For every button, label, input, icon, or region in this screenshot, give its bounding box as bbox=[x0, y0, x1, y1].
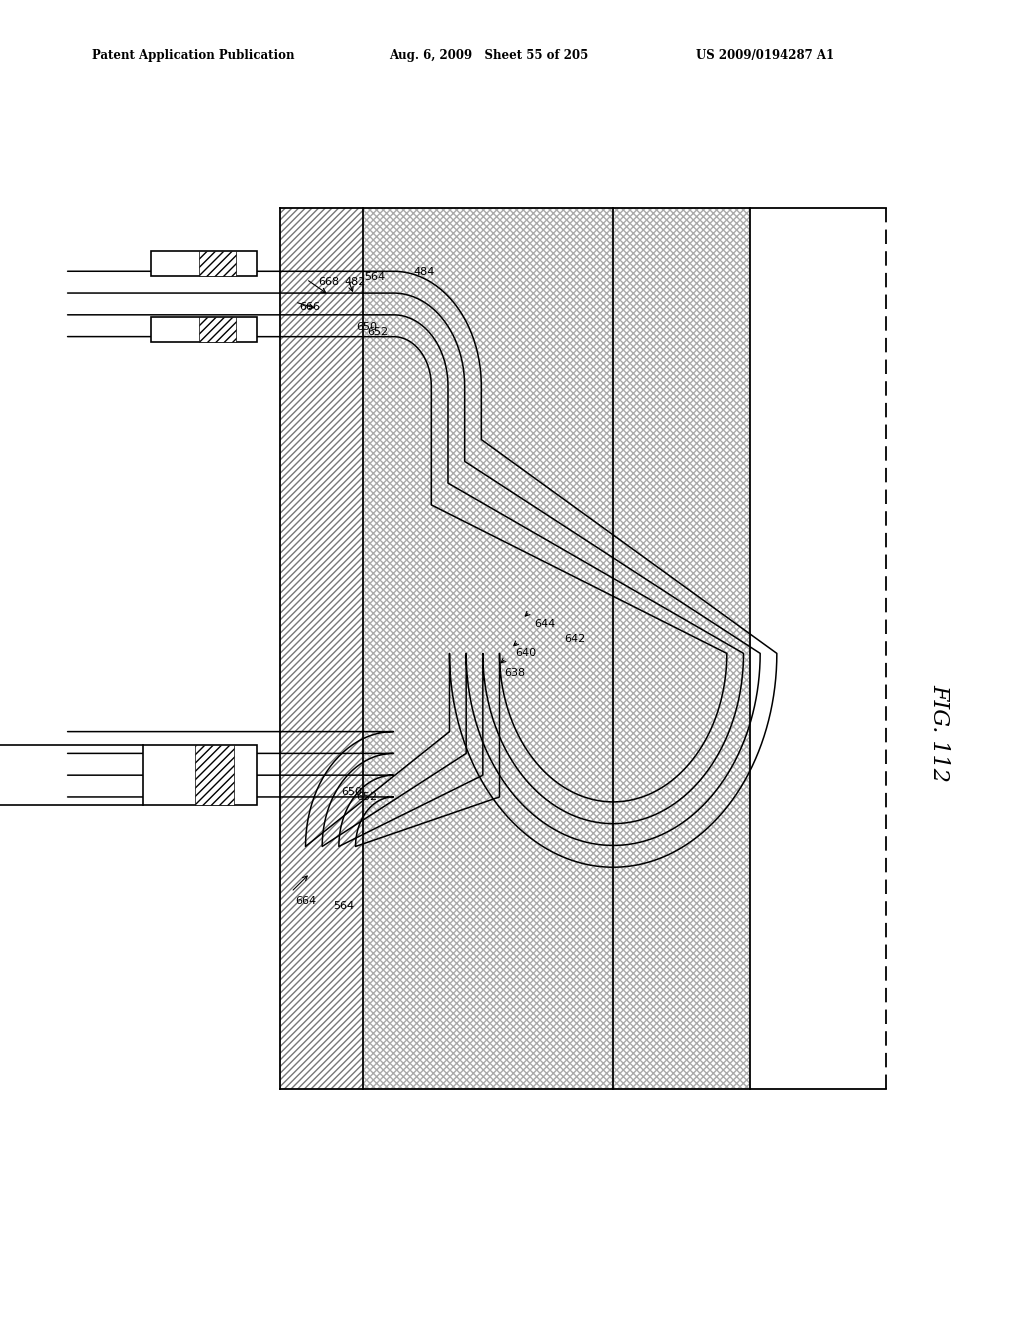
Text: 664: 664 bbox=[296, 896, 316, 906]
Bar bbox=[199, 251, 236, 276]
Text: 564: 564 bbox=[364, 272, 385, 282]
Text: 666: 666 bbox=[300, 302, 321, 312]
Text: 484: 484 bbox=[413, 267, 434, 277]
Bar bbox=[364, 209, 613, 1089]
Text: 482: 482 bbox=[345, 277, 367, 288]
Text: 652: 652 bbox=[368, 326, 389, 337]
Text: 644: 644 bbox=[535, 619, 556, 628]
Bar bbox=[151, 317, 257, 342]
Text: FIG. 112: FIG. 112 bbox=[928, 684, 950, 781]
Bar bbox=[195, 746, 234, 805]
Text: 650: 650 bbox=[356, 322, 378, 331]
Bar bbox=[151, 251, 257, 276]
Bar bbox=[613, 209, 750, 1089]
Text: Patent Application Publication: Patent Application Publication bbox=[92, 49, 295, 62]
Text: 652: 652 bbox=[356, 792, 378, 803]
Text: 640: 640 bbox=[515, 648, 537, 659]
Bar bbox=[280, 209, 364, 1089]
Text: 638: 638 bbox=[504, 668, 525, 678]
Text: 564: 564 bbox=[334, 900, 354, 911]
Text: 648: 648 bbox=[231, 762, 253, 772]
Text: US 2009/0194287 A1: US 2009/0194287 A1 bbox=[696, 49, 835, 62]
Bar bbox=[143, 746, 257, 805]
Text: 668: 668 bbox=[318, 277, 340, 288]
Bar bbox=[199, 317, 236, 342]
Text: 642: 642 bbox=[564, 634, 586, 644]
Text: 650: 650 bbox=[341, 787, 362, 797]
Text: Aug. 6, 2009   Sheet 55 of 205: Aug. 6, 2009 Sheet 55 of 205 bbox=[389, 49, 589, 62]
